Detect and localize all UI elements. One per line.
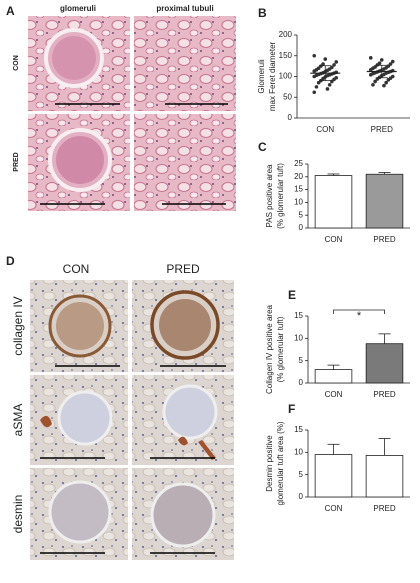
micrographs-d [30,280,234,560]
x-tick-label: CON [325,390,343,399]
y-axis-label: Collagen IV positive area [265,304,274,393]
bar [365,343,404,384]
bar [314,454,353,498]
y-tick-label: 200 [279,30,293,39]
x-tick-label: CON [316,125,334,134]
y-axis-label: (% glomerular tuft) [276,316,285,382]
y-tick-label: 25 [294,159,303,168]
y-axis-label: Glomeruli [257,59,266,93]
y-axis-label: glomerular tuft area (%) [276,421,285,505]
y-tick-label: 5 [299,470,304,479]
y-axis-label: PAS positive area [265,164,274,228]
bar [314,175,353,229]
y-tick-label: 10 [294,198,303,207]
y-tick-label: 150 [279,51,293,60]
panel-label: B [258,6,267,20]
point [386,78,391,82]
bar [314,369,353,384]
y-axis-label: Desmin positive [265,435,274,492]
significance-bracket [333,309,385,314]
panel-label: F [288,402,295,416]
bar [365,455,404,498]
row-label: CON [13,55,20,71]
point [371,83,375,87]
x-tick-label: PRED [373,235,395,244]
panel-label: A [6,4,15,18]
y-tick-label: 10 [294,447,303,456]
row-label: collagen IV [11,296,25,355]
point [368,56,373,60]
y-tick-label: 20 [294,172,303,181]
y-tick-label: 5 [299,356,304,365]
point [330,79,334,84]
x-tick-label: PRED [371,125,393,134]
point [379,58,384,62]
row-label: desmin [11,495,25,534]
column-header: CON [63,262,90,276]
point [384,80,388,85]
row-label: PRED [13,152,20,171]
significance-label: * [357,310,362,322]
point [312,69,317,73]
point [332,63,336,67]
y-tick-label: 0 [299,492,304,501]
micrographs-a [28,16,236,211]
point [368,73,373,77]
bar [365,173,404,229]
point [312,90,317,95]
panel-label: D [6,254,15,268]
point [314,85,319,89]
point [316,80,321,85]
point [312,74,317,79]
x-tick-label: CON [325,504,343,513]
point [368,68,373,72]
y-tick-label: 0 [288,113,293,122]
y-tick-label: 0 [299,378,304,387]
y-tick-label: 15 [294,425,303,434]
column-header: glomeruli [60,4,96,13]
panel-label: C [258,140,267,154]
y-tick-label: 0 [299,223,304,232]
x-tick-label: PRED [373,390,395,399]
y-tick-label: 15 [294,311,303,320]
point [312,53,317,58]
panel-label: E [288,288,296,302]
point [373,79,377,84]
y-axis-label: max Feret diameter [268,41,277,111]
y-tick-label: 100 [279,72,293,81]
column-header: proximal tubuli [156,4,213,13]
y-tick-label: 5 [299,210,304,219]
point [382,83,386,88]
y-axis-label: (% glomerular tuft) [276,163,285,229]
y-tick-label: 10 [294,333,303,342]
column-header: PRED [166,262,200,276]
point [323,57,328,61]
x-tick-label: CON [325,235,343,244]
point [390,59,395,64]
row-label: aSMA [11,404,25,437]
point [327,83,332,87]
point [334,60,339,64]
y-tick-label: 50 [283,92,292,101]
point [325,87,330,91]
x-tick-label: PRED [373,504,395,513]
y-tick-label: 15 [294,185,303,194]
